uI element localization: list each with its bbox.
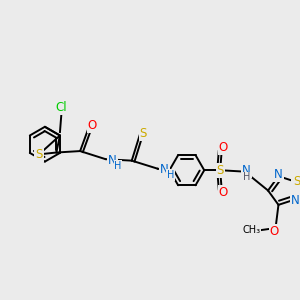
Text: H: H: [243, 172, 250, 182]
Text: Cl: Cl: [56, 101, 67, 115]
Text: N: N: [291, 194, 300, 207]
Text: O: O: [218, 186, 228, 199]
Text: O: O: [269, 225, 279, 238]
Text: O: O: [88, 119, 97, 132]
Text: O: O: [218, 141, 228, 154]
Text: S: S: [293, 175, 300, 188]
Text: S: S: [35, 148, 43, 161]
Text: H: H: [167, 170, 174, 180]
Text: CH₃: CH₃: [242, 225, 261, 236]
Text: N: N: [274, 168, 283, 181]
Text: N: N: [242, 164, 251, 177]
Text: N: N: [108, 154, 117, 167]
Text: S: S: [140, 127, 147, 140]
Text: H: H: [114, 160, 122, 171]
Text: S: S: [217, 164, 224, 177]
Text: N: N: [160, 164, 169, 176]
